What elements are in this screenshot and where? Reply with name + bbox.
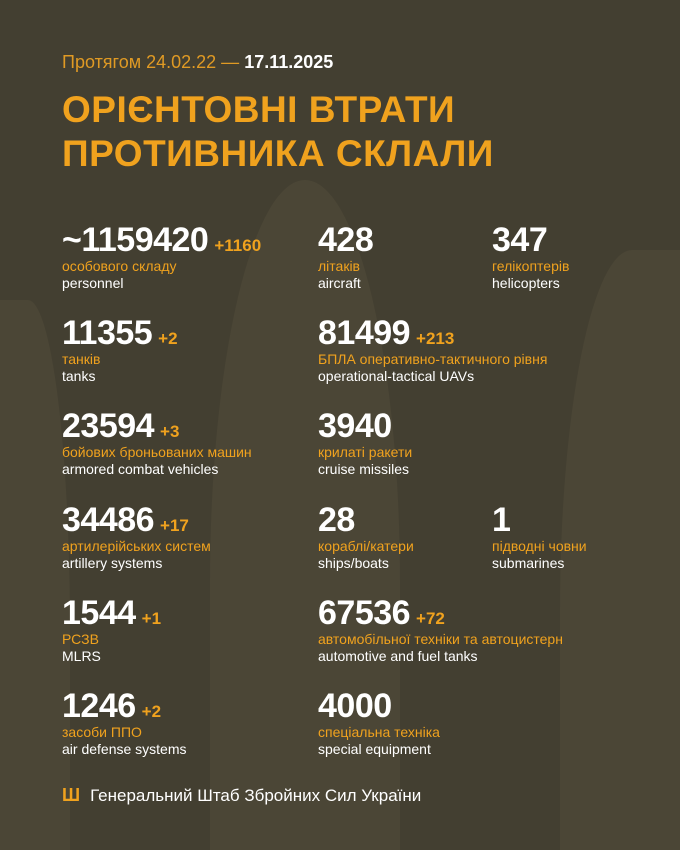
stat-label-en: tanks [62, 368, 96, 384]
stat-item: 347 гелікоптерів helicopters [492, 222, 569, 292]
stat-label-en: air defense systems [62, 741, 187, 757]
footer-text: Генеральний Штаб Збройних Сил України [90, 785, 422, 805]
stat-label-ua: РСЗВ [62, 631, 99, 647]
footer: Ш Генеральний Штаб Збройних Сил України [62, 785, 421, 806]
stat-label-en: helicopters [492, 275, 560, 291]
stat-value: 34486 [62, 501, 155, 539]
stat-label-en: special equipment [318, 741, 431, 757]
stat-label-ua: танків [62, 351, 101, 367]
stat-label-en: ships/boats [318, 555, 389, 571]
stat-item: 81499 +213 БПЛА оперативно-тактичного рів… [318, 315, 547, 385]
stat-label-ua: підводні човни [492, 538, 587, 554]
stat-item: 23594 +3 бойових броньованих машин armore… [62, 408, 252, 478]
stat-value: 1246 [62, 687, 136, 725]
stat-label-ua: гелікоптерів [492, 258, 570, 274]
stat-label-en: artillery systems [62, 555, 163, 571]
background-shape [210, 180, 400, 850]
stat-label-en: MLRS [62, 648, 101, 664]
stat-label-ua: літаків [318, 258, 360, 274]
stat-label-en: automotive and fuel tanks [318, 648, 478, 664]
stat-label-en: armored combat vehicles [62, 461, 219, 477]
stat-item: 28 кораблі/катери ships/boats [318, 502, 414, 572]
stat-item: 3940 крилаті ракети cruise missiles [318, 408, 412, 478]
stat-value: 28 [318, 501, 355, 539]
stat-label-ua: крилаті ракети [318, 444, 413, 460]
stat-delta: +2 [141, 702, 162, 721]
stat-item: 67536 +72 автомобільної техніки та автоци… [318, 595, 563, 665]
stat-delta: +1 [141, 609, 162, 628]
stat-item: 4000 спеціальна техніка special equipmen… [318, 688, 440, 758]
stat-label-en: submarines [492, 555, 565, 571]
stat-delta: +3 [160, 422, 180, 441]
stat-label-ua: артилерійських систем [62, 538, 211, 554]
stat-value: 67536 [318, 594, 411, 632]
stat-value: 347 [492, 221, 548, 259]
page-title: ОРІЄНТОВНІ ВТРАТИ ПРОТИВНИКА СКЛАЛИ [62, 89, 494, 174]
stat-value: 81499 [318, 314, 411, 352]
period: Протягом 24.02.22 — 17.11.2025 [62, 52, 334, 72]
stat-item: 11355 +2 танків tanks [62, 315, 178, 385]
stat-value: 3940 [318, 407, 392, 445]
stat-item: 1 підводні човни submarines [492, 502, 587, 572]
stat-item: ~1159420 +1160 особового складу personnel [62, 222, 261, 292]
stat-value: 1 [492, 501, 511, 539]
stat-label-en: personnel [62, 275, 124, 291]
stat-label-en: operational-tactical UAVs [318, 368, 475, 384]
stat-value: 4000 [318, 687, 392, 725]
stat-item: 34486 +17 артилерійських систем artillery… [62, 502, 211, 572]
stat-label-ua: засоби ППО [62, 724, 142, 740]
stat-value: 428 [318, 221, 374, 259]
stat-value: 23594 [62, 407, 155, 445]
stat-delta: +213 [416, 329, 455, 348]
stat-delta: +17 [160, 516, 189, 535]
stat-label-en: aircraft [318, 275, 361, 291]
stat-item: 1246 +2 засоби ППО air defense systems [62, 688, 187, 758]
stat-label-ua: кораблі/катери [318, 538, 414, 554]
stat-label-ua: особового складу [62, 258, 177, 274]
stat-label-ua: автомобільної техніки та автоцистерн [318, 631, 563, 647]
stat-value: 11355 [62, 314, 153, 352]
background-shape [0, 300, 70, 850]
stat-label-en: cruise missiles [318, 461, 410, 477]
trident-icon: Ш [62, 785, 81, 805]
stat-label-ua: бойових броньованих машин [62, 444, 252, 460]
stat-delta: +1160 [214, 236, 262, 255]
stat-delta: +72 [416, 609, 445, 628]
stat-label-ua: БПЛА оперативно-тактичного рівня [318, 351, 548, 367]
stat-value: 1544 [62, 594, 136, 632]
stat-delta: +2 [158, 329, 178, 348]
stat-label-ua: спеціальна техніка [318, 724, 440, 740]
stat-value: ~1159420 [62, 221, 209, 259]
stat-item: 1544 +1 РСЗВ MLRS [62, 595, 161, 665]
stat-item: 428 літаків aircraft [318, 222, 379, 292]
